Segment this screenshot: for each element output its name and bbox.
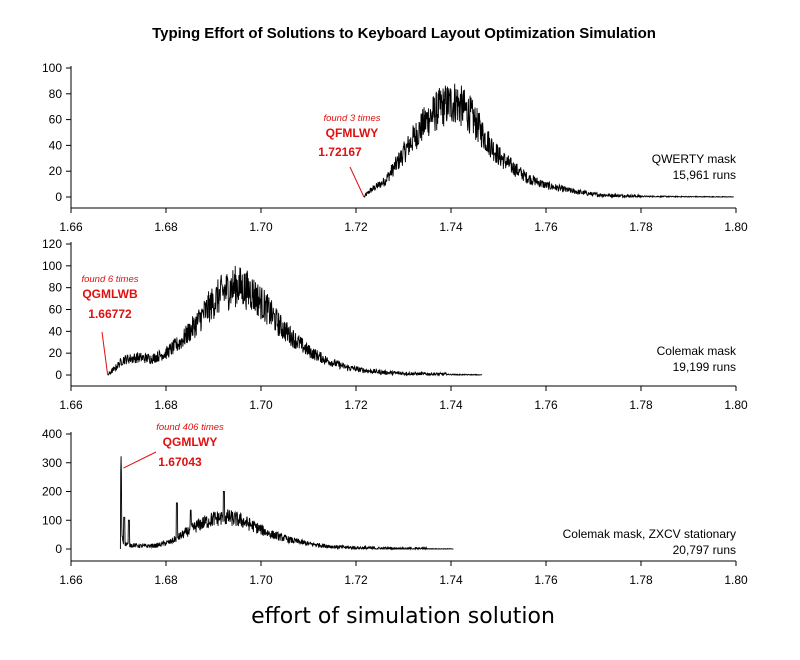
x-tick-label: 1.66	[59, 220, 83, 234]
annotation-effort-value: 1.66772	[88, 307, 132, 321]
annotation-found-count: found 406 times	[156, 422, 224, 433]
x-tick-label: 1.78	[629, 220, 653, 234]
x-tick-label: 1.78	[629, 398, 653, 412]
x-axis-label: effort of simulation solution	[251, 604, 555, 629]
annotation-leader-line	[123, 451, 157, 469]
y-tick-label: 60	[49, 303, 63, 317]
x-tick-label: 1.74	[439, 573, 463, 587]
panel-3: 0 100 200 300 400 1.66 1.68 1.70 1.72 1.74 1.76 1.7…	[42, 422, 748, 587]
annotation-layout-name: QGMLWY	[163, 435, 218, 449]
x-tick-label: 1.76	[534, 573, 558, 587]
y-tick-label: 120	[42, 237, 62, 251]
panel-run-count: 15,961 runs	[673, 168, 736, 182]
series-line-2	[107, 265, 483, 377]
y-tick-label: 40	[49, 138, 63, 152]
panel-run-count: 19,199 runs	[673, 360, 736, 374]
x-tick-label: 1.68	[154, 573, 178, 587]
annotation-found-count: found 3 times	[323, 113, 380, 124]
y-tick-label: 20	[49, 164, 63, 178]
y-tick-label: 300	[42, 456, 62, 470]
y-tick-label: 60	[49, 113, 63, 127]
panel-1: 0 20 40 60 80 100 1.66 1.68 1.70 1.72 1.74 1.76 1.78…	[42, 61, 748, 234]
series-line-3	[119, 456, 454, 551]
y-tick-label: 100	[42, 513, 62, 527]
x-tick-label: 1.80	[724, 220, 748, 234]
x-tick-label: 1.72	[344, 220, 368, 234]
annotation-leader-line	[101, 331, 109, 376]
panel-note: Colemak mask	[657, 344, 737, 358]
x-tick-label: 1.70	[249, 220, 273, 234]
x-tick-label: 1.74	[439, 398, 463, 412]
annotation-leader-line	[349, 166, 365, 198]
chart-title: Typing Effort of Solutions to Keyboard L…	[152, 25, 656, 42]
y-tick-label: 100	[42, 61, 62, 75]
x-tick-label: 1.70	[249, 573, 273, 587]
x-tick-label: 1.68	[154, 220, 178, 234]
panel-note: QWERTY mask	[652, 152, 737, 166]
x-tick-label: 1.72	[344, 398, 368, 412]
series-line-1	[363, 83, 734, 199]
x-tick-label: 1.66	[59, 398, 83, 412]
y-tick-label: 80	[49, 281, 63, 295]
panel-2: 0 20 40 60 80 100 120 1.66 1.68 1.70 1.72 1.74 1.76 1…	[42, 237, 748, 412]
x-tick-label: 1.80	[724, 398, 748, 412]
x-tick-label: 1.80	[724, 573, 748, 587]
panels: 0 20 40 60 80 100 1.66 1.68 1.70 1.72 1.74 1.76 1.78…	[42, 61, 748, 587]
y-tick-label: 0	[55, 542, 62, 556]
y-tick-label: 100	[42, 259, 62, 273]
x-tick-label: 1.68	[154, 398, 178, 412]
x-tick-label: 1.74	[439, 220, 463, 234]
y-tick-label: 200	[42, 485, 62, 499]
annotation-effort-value: 1.72167	[318, 145, 362, 159]
x-tick-label: 1.78	[629, 573, 653, 587]
y-tick-label: 80	[49, 87, 63, 101]
annotation-effort-value: 1.67043	[158, 455, 202, 469]
x-tick-label: 1.66	[59, 573, 83, 587]
annotation-layout-name: QGMLWB	[82, 287, 138, 301]
annotation-layout-name: QFMLWY	[326, 126, 379, 140]
y-tick-label: 40	[49, 324, 63, 338]
x-tick-label: 1.76	[534, 220, 558, 234]
panel-run-count: 20,797 runs	[673, 543, 736, 557]
y-tick-label: 20	[49, 346, 63, 360]
y-tick-label: 0	[55, 190, 62, 204]
x-tick-label: 1.72	[344, 573, 368, 587]
annotation-found-count: found 6 times	[81, 274, 138, 285]
y-tick-label: 0	[55, 368, 62, 382]
y-tick-label: 400	[42, 427, 62, 441]
x-tick-label: 1.76	[534, 398, 558, 412]
panel-note: Colemak mask, ZXCV stationary	[563, 527, 736, 541]
x-tick-label: 1.70	[249, 398, 273, 412]
